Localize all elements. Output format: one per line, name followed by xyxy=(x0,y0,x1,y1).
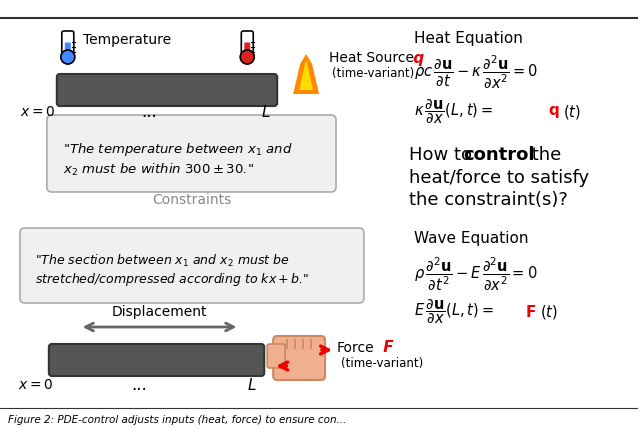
Text: $x=0$: $x=0$ xyxy=(18,378,54,392)
Text: stretched/compressed according to $kx + b$.": stretched/compressed according to $kx + … xyxy=(35,271,309,287)
Text: heat/force to satisfy: heat/force to satisfy xyxy=(409,169,589,187)
FancyBboxPatch shape xyxy=(65,42,71,54)
Text: Constraints: Constraints xyxy=(152,193,231,207)
Text: Wave Equation: Wave Equation xyxy=(414,230,528,245)
Text: $x=0$: $x=0$ xyxy=(20,105,56,119)
Circle shape xyxy=(61,50,75,64)
Text: $E\,\dfrac{\partial \mathbf{u}}{\partial x}(L,t) =$: $E\,\dfrac{\partial \mathbf{u}}{\partial… xyxy=(414,298,493,326)
FancyBboxPatch shape xyxy=(273,336,325,380)
Polygon shape xyxy=(299,60,313,90)
Text: Heat Equation: Heat Equation xyxy=(414,30,523,45)
FancyBboxPatch shape xyxy=(20,228,364,303)
Text: ...: ... xyxy=(141,103,157,121)
Text: $L$: $L$ xyxy=(261,104,271,120)
Text: $(t)$: $(t)$ xyxy=(540,303,558,321)
Text: "The temperature between $x_1$ and: "The temperature between $x_1$ and xyxy=(63,142,292,158)
Text: "The section between $x_1$ and $x_2$ must be: "The section between $x_1$ and $x_2$ mus… xyxy=(35,253,289,269)
Text: Force: Force xyxy=(337,341,374,355)
Polygon shape xyxy=(293,54,319,94)
Text: $(t)$: $(t)$ xyxy=(563,103,581,121)
FancyBboxPatch shape xyxy=(47,115,336,192)
Circle shape xyxy=(240,50,254,64)
Text: Figure 2: PDE-control adjusts inputs (heat, force) to ensure con...: Figure 2: PDE-control adjusts inputs (he… xyxy=(8,415,346,425)
Text: $\kappa\,\dfrac{\partial \mathbf{u}}{\partial x}(L,t) =$: $\kappa\,\dfrac{\partial \mathbf{u}}{\pa… xyxy=(414,98,493,126)
Text: Displacement: Displacement xyxy=(112,305,207,319)
Text: $\rho c\,\dfrac{\partial \mathbf{u}}{\partial t} - \kappa\,\dfrac{\partial^2 \ma: $\rho c\,\dfrac{\partial \mathbf{u}}{\pa… xyxy=(414,53,538,91)
FancyBboxPatch shape xyxy=(62,31,74,57)
FancyBboxPatch shape xyxy=(57,74,277,106)
Text: Temperature: Temperature xyxy=(83,33,171,47)
FancyBboxPatch shape xyxy=(268,344,285,368)
FancyBboxPatch shape xyxy=(244,42,250,54)
Text: q: q xyxy=(408,51,424,66)
FancyBboxPatch shape xyxy=(49,344,264,376)
Text: the constraint(s)?: the constraint(s)? xyxy=(409,191,568,209)
Text: $x_2$ must be within $300 \pm 30$.": $x_2$ must be within $300 \pm 30$." xyxy=(63,162,253,178)
Text: $\rho\,\dfrac{\partial^2 \mathbf{u}}{\partial t^2} - E\,\dfrac{\partial^2 \mathb: $\rho\,\dfrac{\partial^2 \mathbf{u}}{\pa… xyxy=(414,255,537,293)
Text: How to: How to xyxy=(409,146,477,164)
Text: F: F xyxy=(378,341,394,356)
Text: control: control xyxy=(463,146,535,164)
Text: Heat Source: Heat Source xyxy=(329,51,414,65)
FancyBboxPatch shape xyxy=(241,31,253,57)
Text: $L$: $L$ xyxy=(248,377,257,393)
Text: ...: ... xyxy=(132,376,147,394)
Text: $\mathbf{q}$: $\mathbf{q}$ xyxy=(548,104,560,120)
Text: (time-variant): (time-variant) xyxy=(332,66,414,79)
Text: $\mathbf{F}$: $\mathbf{F}$ xyxy=(525,304,536,320)
Text: (time-variant): (time-variant) xyxy=(341,357,423,371)
Text: the: the xyxy=(527,146,562,164)
